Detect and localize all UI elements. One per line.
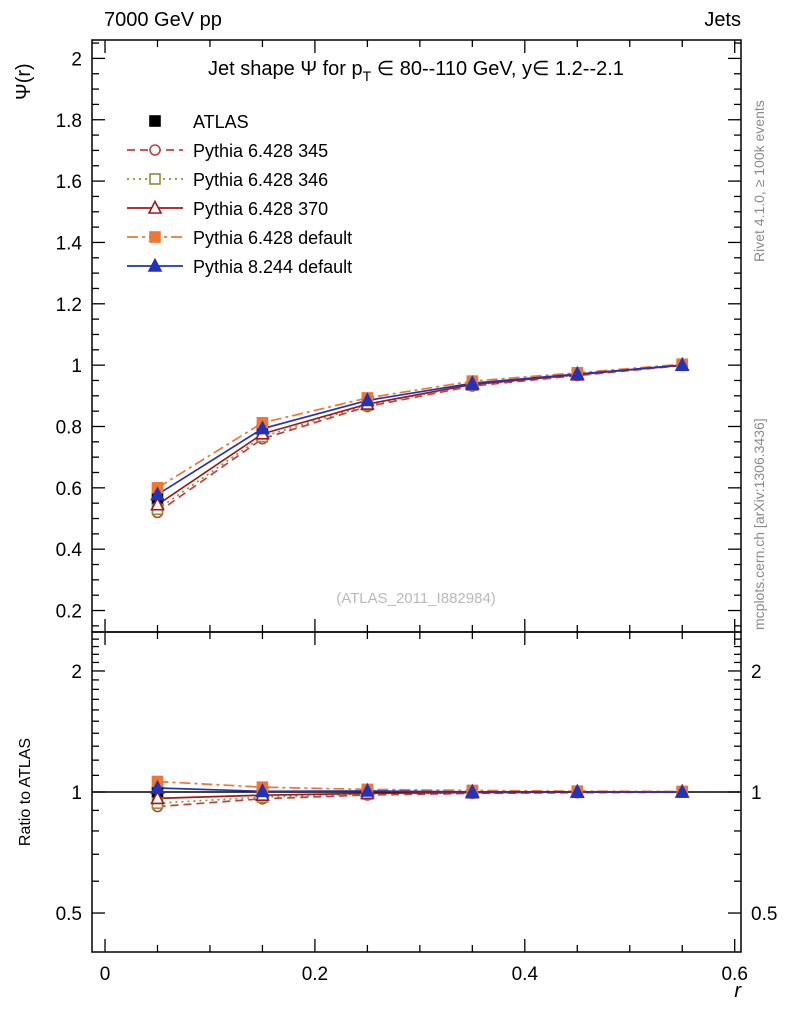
data-series xyxy=(150,356,690,813)
series-marker-triangle xyxy=(465,375,480,390)
y-ratio-tick-label-right: 2 xyxy=(751,662,762,683)
rivet-version-note: Rivet 4.1.0, ≥ 100k events xyxy=(751,100,767,262)
y-main-tick-label: 0.4 xyxy=(56,540,83,561)
series-marker-square xyxy=(149,231,161,243)
legend-label: Pythia 6.428 346 xyxy=(193,170,328,190)
y-main-tick-label: 1.2 xyxy=(56,295,82,316)
series-line xyxy=(157,364,683,511)
y-ratio-tick-label-left: 2 xyxy=(71,662,82,683)
y-main-tick-label: 1.8 xyxy=(56,111,82,132)
series-marker-triangle xyxy=(150,790,165,805)
series-marker-triangle xyxy=(147,257,163,272)
x-tick-label: 0.2 xyxy=(302,964,328,985)
x-axis-label: r xyxy=(734,980,742,1002)
series-line xyxy=(157,363,683,489)
series-marker-triangle xyxy=(147,199,163,214)
series-marker-circle xyxy=(149,144,161,156)
y-main-tick-label: 1.6 xyxy=(56,172,82,193)
series-marker-square xyxy=(149,173,161,185)
watermark-analysis-id: (ATLAS_2011_I882984) xyxy=(336,590,496,607)
x-tick-label: 0.4 xyxy=(512,964,539,985)
y-ratio-tick-label-left: 0.5 xyxy=(56,904,82,925)
series-line xyxy=(157,364,683,506)
main-panel-frame xyxy=(91,39,742,633)
x-tick-label: 0 xyxy=(100,964,111,985)
series-marker-triangle xyxy=(255,420,270,435)
y-ratio-tick-label-left: 1 xyxy=(71,783,82,804)
y-main-tick-label: 1.4 xyxy=(56,233,83,254)
series-line xyxy=(157,364,683,496)
legend-label: Pythia 6.428 370 xyxy=(193,199,328,219)
series-marker-square xyxy=(149,115,161,127)
x-tick-label: 0.6 xyxy=(721,964,747,985)
legend-label: ATLAS xyxy=(193,112,249,132)
y-main-tick-label: 0.8 xyxy=(56,417,82,438)
header-beam-energy: 7000 GeV pp xyxy=(104,9,222,31)
legend: ATLAS Pythia 6.428 345 Pythia 6.428 346 Pyt… xyxy=(127,112,352,277)
series-marker-triangle xyxy=(150,779,165,794)
series-line xyxy=(157,787,683,793)
series-marker-triangle xyxy=(465,783,480,798)
series-marker-triangle xyxy=(569,783,585,798)
y-ratio-tick-label-right: 1 xyxy=(751,783,762,804)
header-analysis-group: Jets xyxy=(704,9,741,31)
y-axis-label-ratio: Ratio to ATLAS xyxy=(17,738,34,846)
plot-title: Jet shape Ψ for pT ∈ 80--110 GeV, y∈ 1.2… xyxy=(208,58,624,84)
series-marker-triangle xyxy=(674,356,690,371)
y-main-tick-label: 0.6 xyxy=(56,479,82,500)
axes-and-ticks: 0 0.2 0.4 0.6 0.2 0.4 0.6 0.8 1 1.2 1.4 1.6 1.8 2 2 2 1 1… xyxy=(56,39,777,985)
series-marker-triangle xyxy=(674,783,690,798)
legend-label: Pythia 8.244 default xyxy=(193,257,352,277)
mcplots-arxiv-note: mcplots.cern.ch [arXiv:1306.3436] xyxy=(751,418,767,630)
legend-label: Pythia 6.428 default xyxy=(193,228,352,248)
y-main-tick-label: 1 xyxy=(71,356,82,377)
series-marker-triangle xyxy=(360,782,375,797)
y-main-tick-label: 2 xyxy=(71,49,82,70)
y-ratio-tick-label-right: 0.5 xyxy=(751,904,777,925)
legend-label: Pythia 6.428 345 xyxy=(193,141,328,161)
series-marker-triangle xyxy=(569,365,585,380)
series-marker-triangle xyxy=(255,783,270,798)
series-line xyxy=(156,364,683,514)
series-marker-triangle xyxy=(150,496,165,511)
series-marker-triangle xyxy=(150,486,165,501)
series-marker-triangle xyxy=(360,392,375,407)
y-axis-label-main: Ψ(r) xyxy=(13,63,35,100)
series-line xyxy=(157,791,683,808)
y-main-tick-label: 0.2 xyxy=(56,602,82,623)
series-line xyxy=(157,791,683,800)
